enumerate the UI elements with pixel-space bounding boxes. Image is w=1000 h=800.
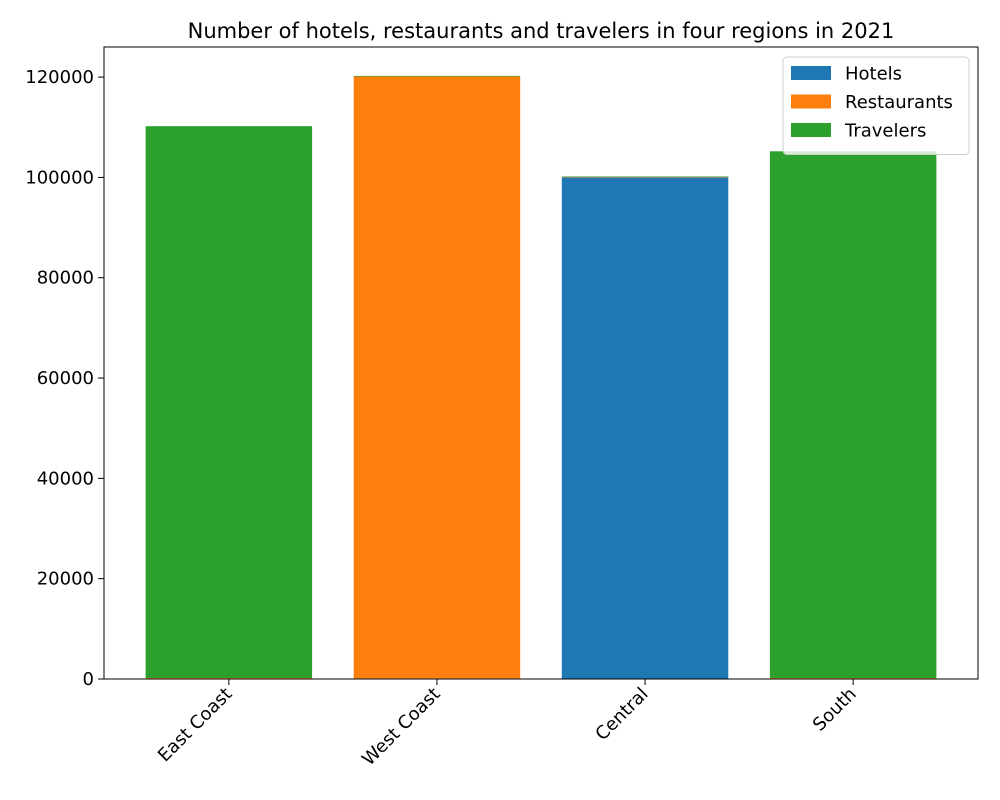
bar-hotels-central bbox=[561, 177, 729, 679]
legend-label-hotels: Hotels bbox=[845, 64, 902, 85]
plot-frame bbox=[103, 46, 979, 680]
y-tick-label: 100000 bbox=[25, 167, 94, 188]
bars-group bbox=[145, 75, 937, 679]
bar-travelers-central bbox=[561, 176, 729, 177]
y-tick-label: 120000 bbox=[25, 67, 94, 88]
y-tick-label: 60000 bbox=[37, 368, 94, 389]
legend-label-travelers: Travelers bbox=[844, 121, 926, 142]
y-tick-label: 20000 bbox=[37, 569, 94, 590]
bar-restaurants-west-coast bbox=[353, 76, 521, 679]
legend-swatch-hotels bbox=[791, 66, 831, 80]
bar-travelers-east-coast bbox=[145, 126, 313, 678]
bar-restaurants-central bbox=[561, 176, 729, 178]
bar-travelers-west-coast bbox=[353, 75, 521, 77]
x-tick-label: Central bbox=[591, 684, 652, 745]
x-tick-label: West Coast bbox=[358, 684, 444, 770]
x-tick-label: South bbox=[809, 684, 861, 736]
y-tick-label: 80000 bbox=[37, 268, 94, 289]
bar-travelers-south bbox=[769, 151, 937, 678]
y-tick-label: 0 bbox=[83, 669, 94, 690]
chart-title: Number of hotels, restaurants and travel… bbox=[188, 19, 895, 43]
legend: Hotels Restaurants Travelers bbox=[782, 56, 970, 155]
bar-restaurants-south bbox=[769, 677, 937, 679]
legend-swatch-travelers bbox=[791, 123, 831, 137]
x-tick-label: East Coast bbox=[154, 684, 236, 766]
legend-swatch-restaurants bbox=[791, 94, 831, 109]
legend-label-restaurants: Restaurants bbox=[845, 92, 953, 113]
bar-restaurants-east-coast bbox=[145, 677, 313, 679]
y-tick-label: 40000 bbox=[37, 468, 94, 489]
